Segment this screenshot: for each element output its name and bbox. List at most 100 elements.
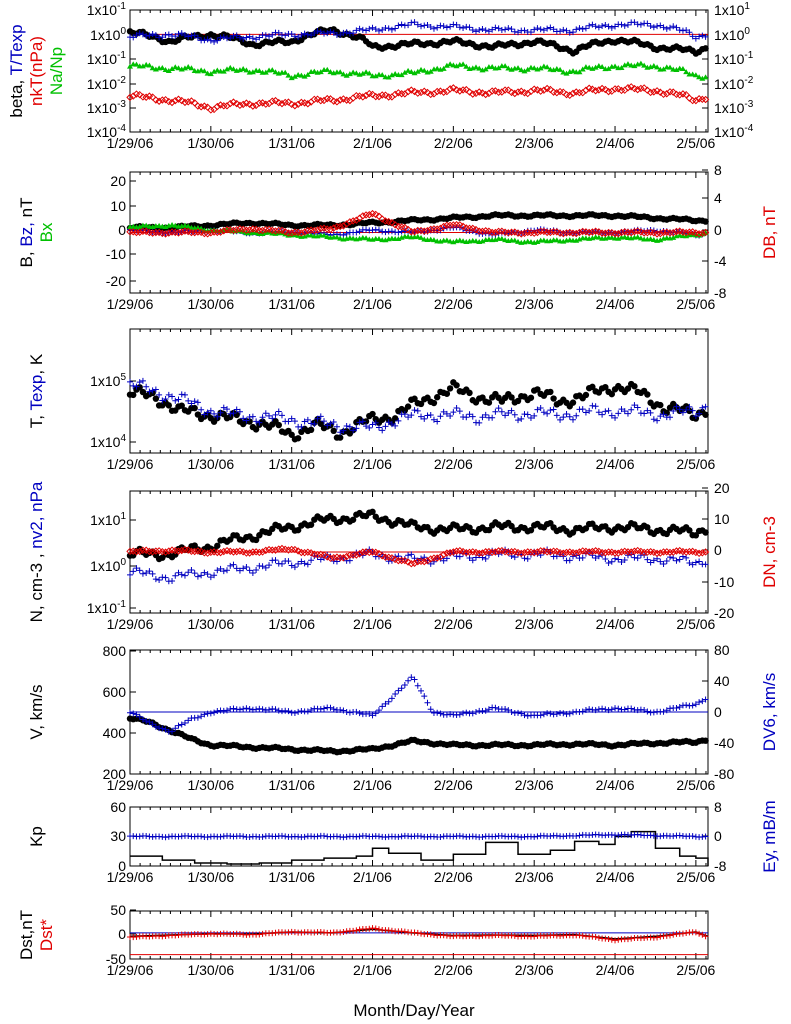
data-point-plus [631, 402, 638, 409]
data-point-diamond [585, 548, 593, 556]
data-point-plus [395, 417, 402, 424]
data-point-plus [692, 559, 699, 566]
data-point-diamond [368, 90, 377, 99]
data-point-diamond [617, 86, 626, 95]
data-point-diamond [326, 225, 335, 234]
data-point-plus [372, 925, 379, 932]
data-point-plus [460, 25, 467, 32]
x-tick-label: 2/5/06 [676, 962, 715, 978]
data-point-diamond [132, 548, 141, 556]
data-point-plus [566, 413, 573, 420]
data-point-plus [427, 706, 434, 713]
data-point-diamond [611, 549, 619, 557]
y-axis-label: B, Bz, nT [17, 198, 36, 268]
data-point-plus [657, 558, 664, 565]
data-point-plus [634, 555, 641, 562]
data-point-triangle [482, 66, 489, 72]
data-point-plus [194, 34, 201, 41]
data-point-dot [443, 390, 451, 397]
data-point-plus [217, 34, 224, 41]
data-point-plus [388, 927, 395, 934]
data-point-plus [249, 569, 256, 576]
data-point-dot [508, 522, 515, 530]
y-right-tick-label: -20 [714, 605, 734, 621]
data-point-triangle [169, 66, 176, 72]
data-point-diamond [507, 228, 516, 236]
data-point-dot [547, 388, 554, 396]
data-point-plus [667, 24, 674, 31]
data-point-triangle [692, 72, 699, 78]
data-point-diamond [404, 558, 412, 566]
data-point-plus [505, 707, 512, 714]
data-point-plus [175, 30, 182, 37]
data-point-plus [482, 27, 489, 34]
data-point-plus [291, 564, 298, 571]
data-point-diamond [275, 226, 283, 235]
data-point-plus [424, 412, 431, 419]
data-point-plus [421, 693, 428, 700]
data-point-diamond [595, 86, 603, 94]
data-point-diamond [617, 228, 626, 237]
data-point-plus [647, 22, 654, 29]
x-tick-label: 2/5/06 [676, 869, 715, 885]
data-point-plus [295, 34, 302, 41]
y-right-tick-label: 0 [714, 542, 722, 558]
data-point-plus [440, 408, 447, 415]
data-point-plus [356, 25, 363, 32]
data-point-plus [654, 934, 661, 941]
data-point-diamond [391, 90, 399, 99]
data-point-dot [686, 407, 693, 415]
data-point-diamond [559, 88, 568, 96]
data-point-diamond [449, 221, 458, 229]
data-point-plus [311, 29, 318, 36]
data-point-triangle [333, 234, 340, 240]
data-point-plus [233, 32, 240, 39]
data-point-plus [366, 424, 373, 431]
data-point-dot [602, 383, 609, 391]
data-point-plus [333, 833, 340, 840]
data-point-plus [427, 24, 434, 31]
data-point-plus [702, 696, 709, 703]
data-point-plus [524, 712, 531, 719]
x-axis-title: Month/Day/Year [353, 1001, 475, 1020]
data-point-plus [165, 31, 172, 38]
data-point-diamond [242, 226, 251, 234]
data-point-triangle [605, 65, 612, 71]
data-point-diamond [207, 229, 215, 237]
data-point-dot [686, 527, 693, 534]
data-point-plus [233, 406, 240, 413]
data-point-diamond [420, 557, 428, 566]
y-left-tick-label: 1x100 [90, 26, 126, 43]
data-point-triangle [544, 64, 551, 70]
data-point-plus [392, 691, 399, 698]
data-point-plus [172, 725, 179, 732]
data-point-triangle [434, 65, 441, 71]
data-point-plus [667, 932, 674, 939]
data-point-plus [447, 711, 454, 718]
data-point-plus [401, 682, 408, 689]
data-point-triangle [453, 63, 460, 69]
data-point-triangle [388, 72, 395, 78]
data-point-plus [385, 927, 392, 934]
data-point-diamond [410, 228, 419, 236]
y-left-tick-label: -20 [106, 273, 126, 289]
data-point-plus [291, 710, 298, 717]
data-point-plus [224, 406, 231, 413]
data-point-diamond [126, 93, 134, 102]
y-right-tick-label: 0 [714, 828, 722, 844]
data-point-plus [327, 704, 334, 711]
data-point-plus [395, 229, 402, 236]
data-point-plus [330, 29, 337, 36]
data-point-diamond [472, 225, 480, 234]
data-point-plus [353, 27, 360, 34]
data-point-plus [363, 423, 370, 430]
data-point-plus [492, 704, 499, 711]
data-point-diamond [685, 94, 694, 102]
data-point-diamond [229, 548, 238, 556]
data-point-plus [295, 708, 302, 715]
data-point-plus [159, 34, 166, 41]
data-point-plus [553, 710, 560, 717]
data-point-diamond [456, 87, 464, 95]
data-point-plus [686, 29, 693, 36]
data-point-diamond [653, 549, 661, 558]
